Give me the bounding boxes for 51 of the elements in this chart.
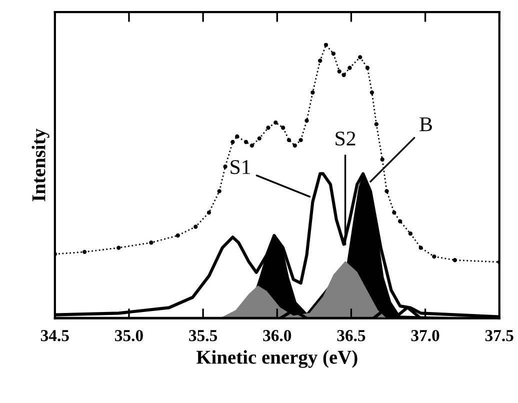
point bbox=[266, 126, 270, 130]
point bbox=[348, 66, 352, 70]
x-axis-title: Kinetic energy (eV) bbox=[196, 350, 358, 368]
point bbox=[292, 143, 297, 148]
point bbox=[370, 90, 374, 95]
point bbox=[194, 224, 198, 229]
point bbox=[217, 189, 222, 194]
point bbox=[392, 210, 396, 215]
point bbox=[230, 140, 235, 144]
point bbox=[452, 258, 457, 262]
point bbox=[82, 250, 87, 254]
point bbox=[250, 143, 254, 148]
point bbox=[374, 122, 378, 126]
point bbox=[280, 126, 286, 130]
x-tick-label: 37.0 bbox=[411, 330, 440, 342]
point bbox=[342, 72, 346, 78]
point bbox=[206, 210, 212, 215]
point bbox=[380, 157, 384, 162]
point bbox=[358, 55, 362, 60]
point bbox=[398, 219, 402, 224]
point bbox=[116, 246, 121, 250]
point bbox=[324, 42, 328, 47]
point bbox=[365, 66, 370, 70]
point bbox=[408, 232, 413, 236]
y-axis-title: Intensity bbox=[32, 128, 50, 202]
point bbox=[257, 136, 262, 141]
point bbox=[149, 240, 154, 245]
x-tick-label: 34.5 bbox=[40, 330, 69, 342]
point bbox=[223, 164, 228, 169]
point bbox=[337, 69, 342, 74]
point bbox=[318, 58, 322, 63]
x-tick-label: 36.5 bbox=[337, 330, 366, 342]
annotation: S2 bbox=[336, 132, 356, 146]
point bbox=[384, 189, 389, 194]
point bbox=[331, 52, 336, 56]
x-tick-label: 35.0 bbox=[115, 330, 143, 342]
x-tick-label: 37.5 bbox=[485, 330, 514, 342]
point bbox=[286, 138, 292, 142]
point bbox=[244, 140, 248, 144]
x-tick-label: 36.0 bbox=[263, 330, 292, 342]
point bbox=[310, 90, 315, 95]
point bbox=[176, 233, 180, 238]
point bbox=[274, 120, 278, 125]
point bbox=[235, 134, 240, 139]
point bbox=[432, 254, 436, 259]
x-tick-label: 35.5 bbox=[189, 330, 218, 342]
point bbox=[298, 138, 303, 142]
annotation: S1 bbox=[230, 160, 250, 174]
point bbox=[418, 246, 423, 250]
annotation: B bbox=[420, 117, 432, 132]
point bbox=[304, 118, 309, 123]
